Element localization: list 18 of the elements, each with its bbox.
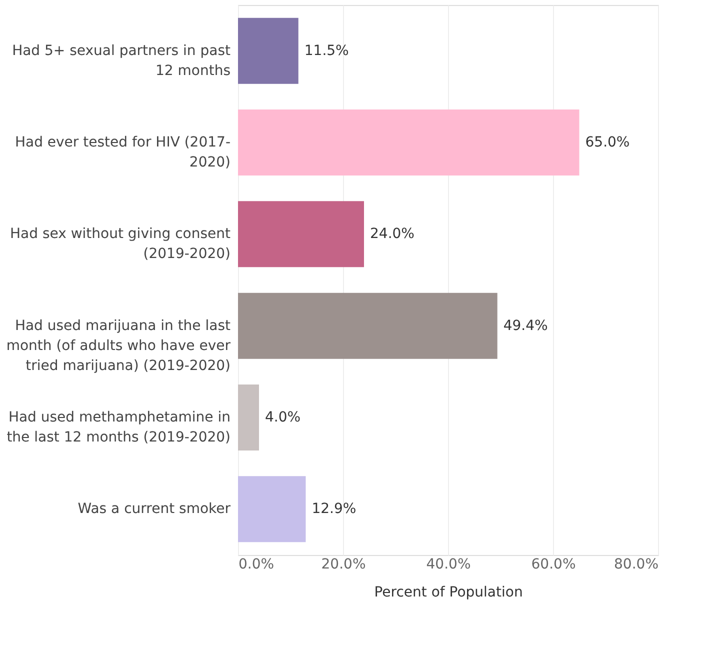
x-tick-label: 20.0% xyxy=(321,556,366,572)
data-label: 4.0% xyxy=(265,410,301,426)
x-axis-title: Percent of Population xyxy=(374,584,523,600)
y-tick-label: Had used methamphetamine in the last 12 months (2019-2020) xyxy=(6,410,230,446)
x-tick-label: 80.0% xyxy=(614,556,658,572)
y-tick-label: Had sex without giving consent (2019-2020) xyxy=(10,226,231,262)
y-tick-label: Had 5+ sexual partners in past 12 months xyxy=(12,42,231,79)
data-label: 24.0% xyxy=(370,226,414,242)
data-label: 65.0% xyxy=(585,134,630,150)
x-tick-label: 60.0% xyxy=(531,556,576,572)
data-label: 12.9% xyxy=(312,501,356,518)
data-label: 49.4% xyxy=(503,318,548,334)
x-tick-label: 0.0% xyxy=(238,556,274,572)
x-tick-label: 40.0% xyxy=(426,556,471,572)
y-tick-label: Was a current smoker xyxy=(78,501,231,518)
y-tick-label: Had ever tested for HIV (2017-2020) xyxy=(14,134,230,170)
y-tick-label: Had used marijuana in the last month (of adults who have ever tried marijuana) (2019-2020) xyxy=(6,318,232,374)
data-label: 11.5% xyxy=(304,42,349,59)
